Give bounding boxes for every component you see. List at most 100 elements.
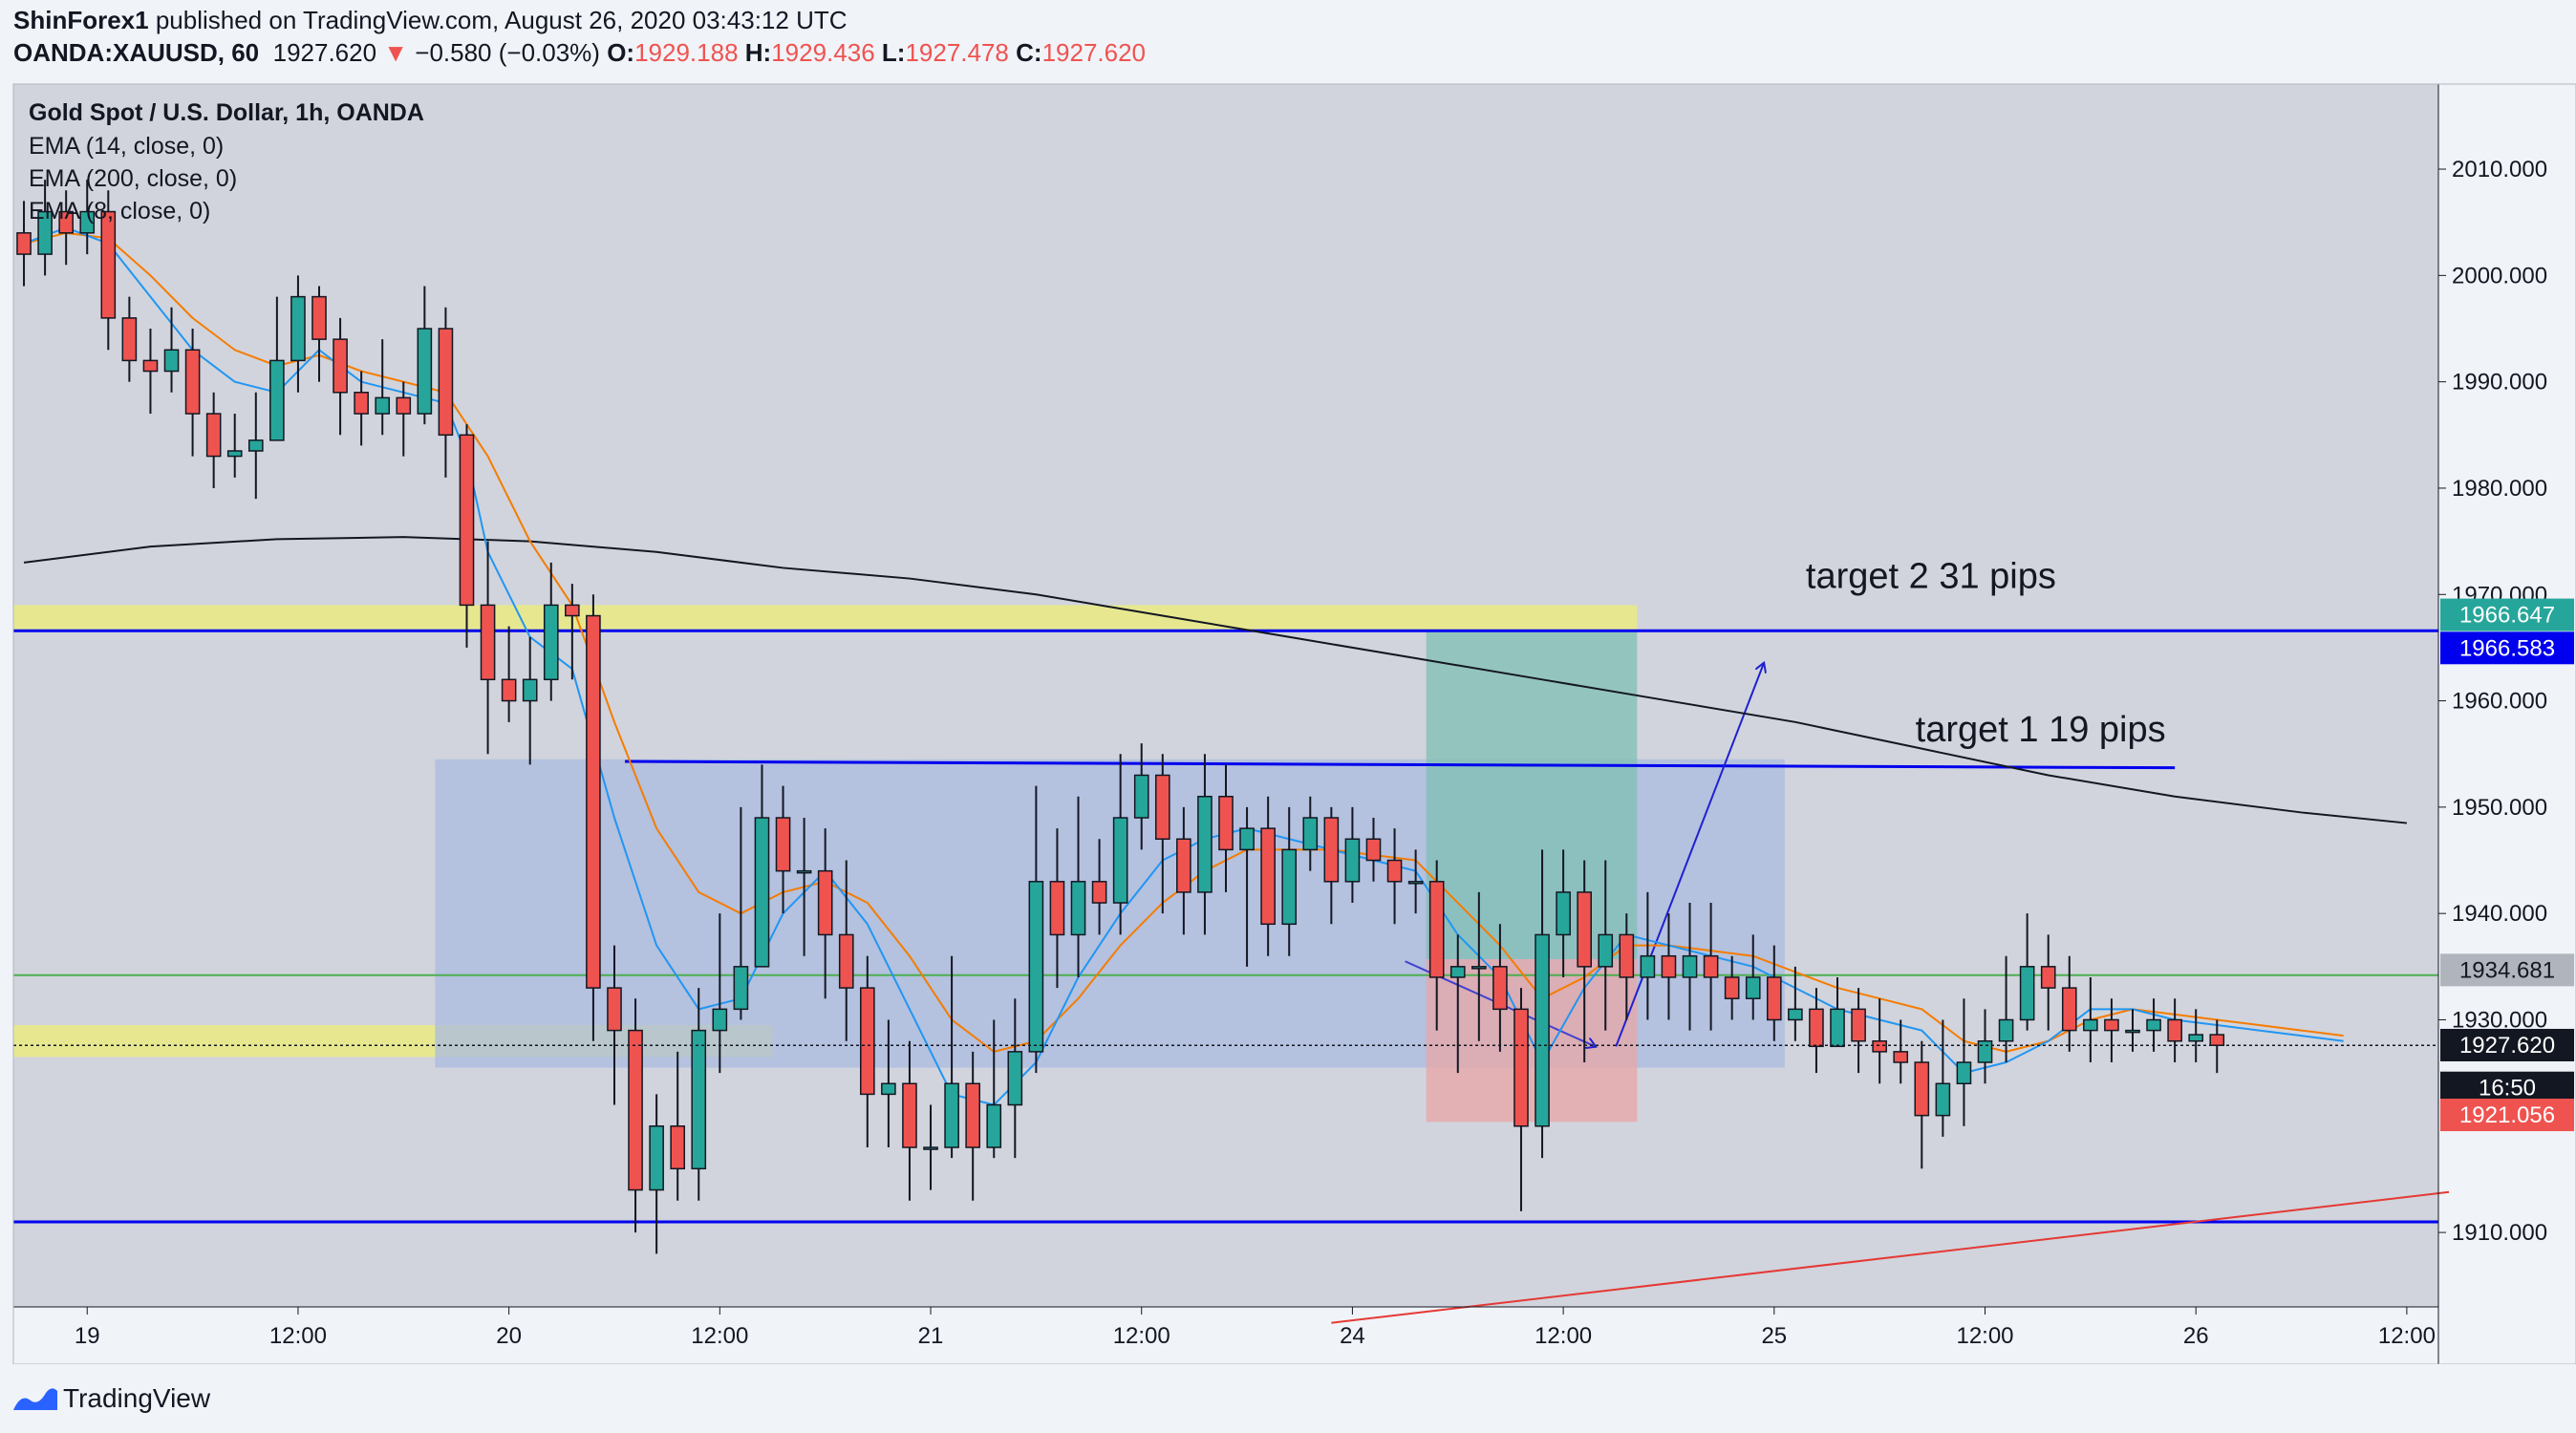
low-value: 1927.478	[905, 38, 1009, 67]
candle-up	[1788, 1008, 1803, 1021]
candle-up	[247, 439, 264, 452]
candle-down	[1766, 976, 1782, 1021]
candle-down	[1154, 774, 1170, 841]
candle-down	[1872, 1039, 1887, 1053]
candle-up	[163, 349, 180, 373]
candle-down	[100, 210, 117, 319]
candle-down	[438, 328, 454, 437]
y-tick-label: 1940.000	[2452, 901, 2547, 927]
price-label-bg	[2440, 1028, 2574, 1061]
candle-down	[1703, 954, 1719, 978]
x-tick-label: 12:00	[1113, 1323, 1170, 1349]
candle-down	[459, 434, 475, 607]
candle-down	[354, 392, 369, 415]
legend-ema200[interactable]: EMA (200, close, 0)	[29, 165, 238, 192]
ohlc-line: OANDA:XAUUSD, 60 1927.620 ▼ −0.580 (−0.0…	[13, 38, 1146, 68]
price-label: 1966.647	[2459, 603, 2555, 629]
candle-down	[775, 817, 791, 872]
x-tick-label: 21	[918, 1323, 944, 1349]
candle-up	[290, 295, 306, 362]
x-tick-label: 24	[1340, 1323, 1365, 1349]
candle-down	[1851, 1008, 1866, 1042]
x-tick-label: 12:00	[1535, 1323, 1592, 1349]
candle-down	[1365, 838, 1382, 862]
legend-title[interactable]: Gold Spot / U.S. Dollar, 1h, OANDA	[29, 99, 424, 126]
candle-down	[2040, 966, 2056, 989]
candle-up	[1745, 976, 1761, 999]
y-tick-label: 2010.000	[2452, 157, 2547, 182]
candle-down	[333, 338, 348, 394]
candle-up	[1302, 817, 1319, 851]
trend-line	[1331, 1190, 2450, 1324]
x-tick-label: 26	[2183, 1323, 2209, 1349]
publish-line: ShinForex1 published on TradingView.com,…	[13, 6, 848, 35]
candle-up	[1935, 1082, 1951, 1117]
candle-down	[565, 604, 580, 617]
price-label-bg	[2440, 631, 2574, 665]
candle-down	[501, 678, 517, 702]
candle-down	[1091, 881, 1107, 904]
candle-up	[1239, 827, 1255, 851]
candle-up	[881, 1082, 896, 1096]
candle-down	[1428, 881, 1445, 978]
symbol-label[interactable]: OANDA:XAUUSD, 60	[13, 38, 260, 67]
candle-down	[1724, 976, 1740, 999]
y-tick-label: 1990.000	[2452, 370, 2547, 396]
candle-up	[1197, 795, 1213, 893]
candle-up	[1830, 1008, 1845, 1048]
candle-down	[902, 1082, 917, 1148]
candle-up	[1028, 881, 1044, 1053]
candle-up	[1471, 966, 1487, 970]
candle-up	[649, 1125, 664, 1191]
candle-down	[1386, 859, 1403, 883]
candle-up	[1556, 891, 1571, 936]
candle-up	[691, 1029, 707, 1170]
candle-down	[1577, 891, 1592, 968]
candle-up	[2083, 1018, 2098, 1032]
candle-up	[226, 450, 243, 458]
candle-down	[311, 295, 327, 340]
candle-down	[2209, 1034, 2225, 1046]
open-value: 1929.188	[634, 38, 739, 67]
y-tick-label: 1910.000	[2452, 1220, 2547, 1246]
published-text: published on TradingView.com, August 26,…	[155, 6, 848, 34]
candle-up	[2125, 1029, 2140, 1034]
price-label: 1921.056	[2459, 1102, 2555, 1128]
legend-ema8[interactable]: EMA (8, close, 0)	[29, 198, 211, 225]
price-label-bg	[2440, 953, 2574, 987]
open-label: O:	[607, 38, 635, 67]
y-tick-label: 1960.000	[2452, 689, 2547, 715]
candle-up	[269, 359, 285, 441]
candle-down	[1260, 827, 1276, 926]
candle-down	[1809, 1008, 1824, 1048]
candle-up	[986, 1103, 1002, 1148]
x-tick-label: 12:00	[269, 1323, 327, 1349]
candle-up	[417, 328, 433, 415]
candle-down	[1492, 966, 1508, 1011]
candle-down	[1323, 817, 1340, 883]
x-tick-label: 12:00	[1956, 1323, 2013, 1349]
x-tick-label: 19	[75, 1323, 100, 1349]
legend-ema14[interactable]: EMA (14, close, 0)	[29, 133, 225, 160]
ema200-line	[23, 536, 2407, 824]
x-tick-label: 25	[1761, 1323, 1787, 1349]
candle-up	[923, 1146, 938, 1150]
candle-up	[79, 210, 96, 234]
candle-down	[1176, 838, 1191, 893]
price-label-bg	[2440, 1099, 2574, 1132]
annotation-text: target 2 31 pips	[1806, 557, 2056, 597]
tradingview-brand[interactable]: TradingView	[63, 1383, 211, 1413]
time-scale-background	[13, 1307, 2438, 1364]
tradingview-logo-icon[interactable]	[11, 1385, 59, 1414]
price-change: −0.580 (−0.03%)	[415, 38, 600, 67]
price-label: 1927.620	[2459, 1033, 2555, 1059]
candle-down	[184, 349, 201, 415]
candle-down	[58, 210, 74, 234]
high-value: 1929.436	[771, 38, 875, 67]
arrow-line	[1615, 664, 1763, 1047]
author-name[interactable]: ShinForex1	[13, 6, 149, 34]
candle-down	[607, 987, 622, 1032]
candle-down	[2167, 1018, 2182, 1042]
close-label: C:	[1016, 38, 1042, 67]
